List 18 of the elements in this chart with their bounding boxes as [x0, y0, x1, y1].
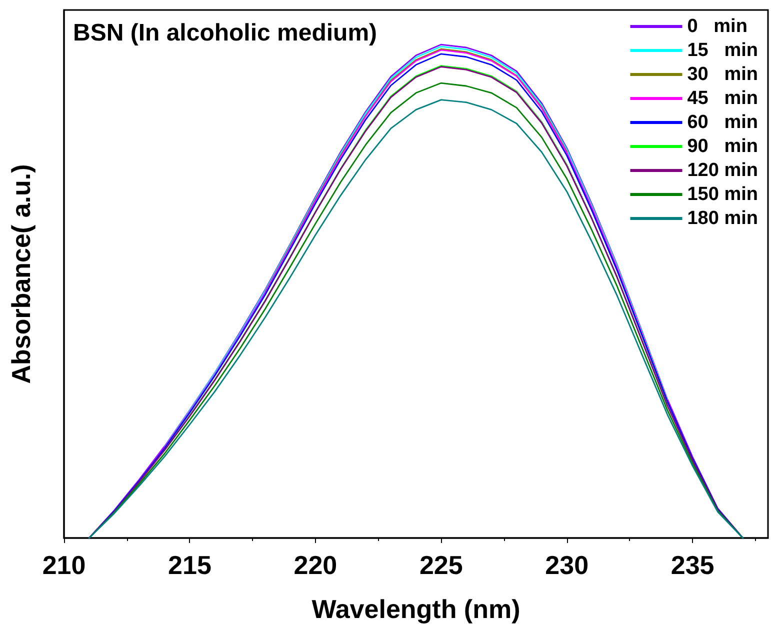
legend-label: 15 min	[687, 40, 758, 61]
legend-label: 150 min	[687, 184, 758, 205]
x-tick-label: 225	[419, 550, 463, 580]
legend-label: 30 min	[687, 64, 758, 85]
legend-label: 90 min	[687, 136, 758, 157]
x-tick-label: 210	[42, 550, 86, 580]
chart-title: BSN (In alcoholic medium)	[73, 20, 378, 46]
x-tick-label: 220	[294, 550, 338, 580]
legend-label: 0 min	[687, 16, 748, 37]
legend-label: 45 min	[687, 88, 758, 109]
y-axis-title: Absorbance( a.u.)	[6, 164, 36, 384]
legend-label: 180 min	[687, 208, 758, 229]
x-tick-label: 230	[545, 550, 589, 580]
x-tick-label: 235	[670, 550, 714, 580]
legend-label: 60 min	[687, 112, 758, 133]
x-axis-title: Wavelength (nm)	[312, 594, 520, 624]
legend-label: 120 min	[687, 160, 758, 181]
x-tick-label: 215	[168, 550, 212, 580]
